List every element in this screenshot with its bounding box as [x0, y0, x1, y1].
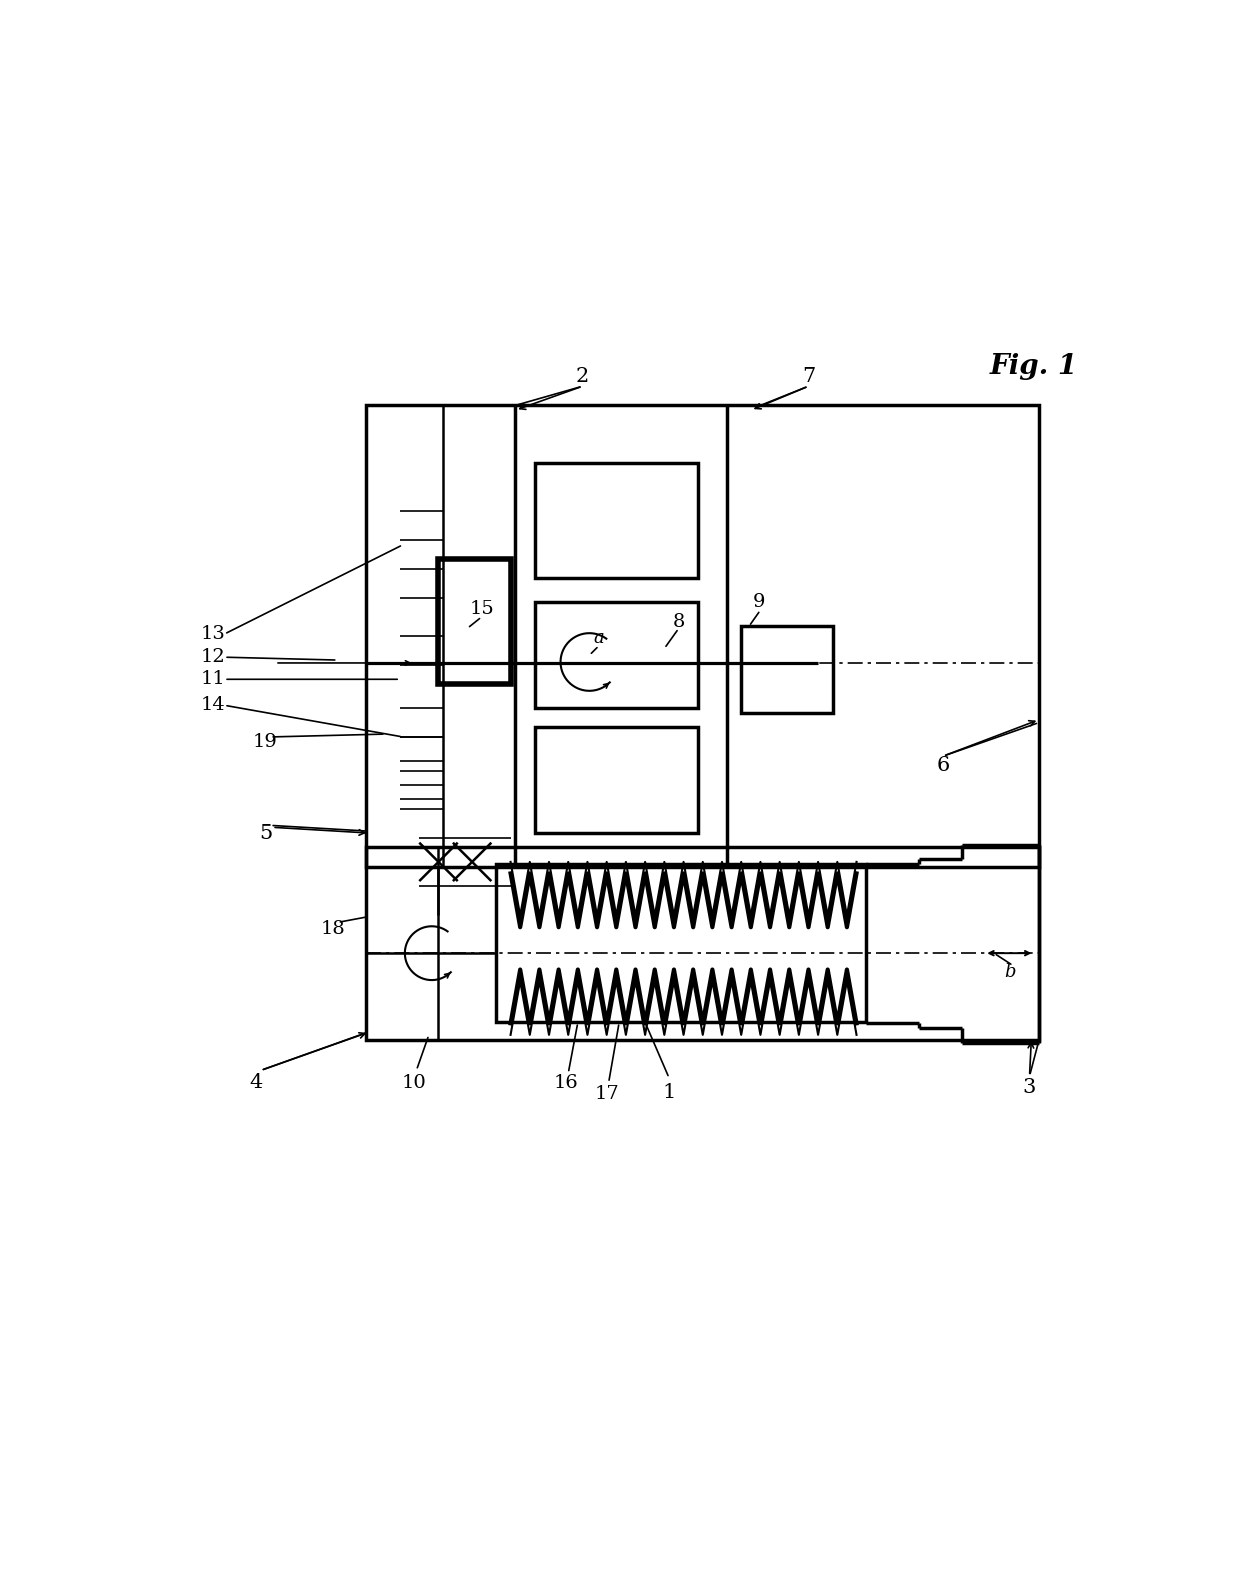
- Bar: [534, 603, 698, 708]
- Bar: [742, 627, 832, 712]
- Text: 6: 6: [936, 757, 950, 776]
- Text: 15: 15: [470, 600, 494, 617]
- Bar: [496, 864, 866, 1023]
- Text: 1: 1: [662, 1083, 676, 1102]
- Text: 5: 5: [259, 823, 272, 842]
- Text: 16: 16: [554, 1073, 579, 1092]
- Text: 3: 3: [1023, 1078, 1037, 1097]
- Text: 13: 13: [200, 625, 226, 643]
- Bar: [367, 847, 1039, 1040]
- Text: 12: 12: [201, 647, 224, 666]
- Bar: [439, 559, 511, 684]
- Bar: [367, 405, 1039, 866]
- Text: 9: 9: [753, 594, 765, 611]
- Text: b: b: [1004, 964, 1016, 981]
- Text: 4: 4: [249, 1073, 263, 1092]
- Text: 2: 2: [577, 367, 589, 386]
- Bar: [534, 464, 698, 578]
- Text: 7: 7: [802, 367, 815, 386]
- Bar: [534, 727, 698, 833]
- Text: 11: 11: [201, 670, 224, 689]
- Text: 8: 8: [672, 613, 684, 630]
- Text: 14: 14: [201, 697, 224, 714]
- Text: 17: 17: [594, 1086, 619, 1103]
- Text: 19: 19: [253, 733, 278, 750]
- Text: Fig. 1: Fig. 1: [990, 353, 1078, 380]
- Text: a: a: [594, 628, 604, 647]
- Text: 18: 18: [320, 920, 345, 939]
- Text: 10: 10: [402, 1073, 427, 1092]
